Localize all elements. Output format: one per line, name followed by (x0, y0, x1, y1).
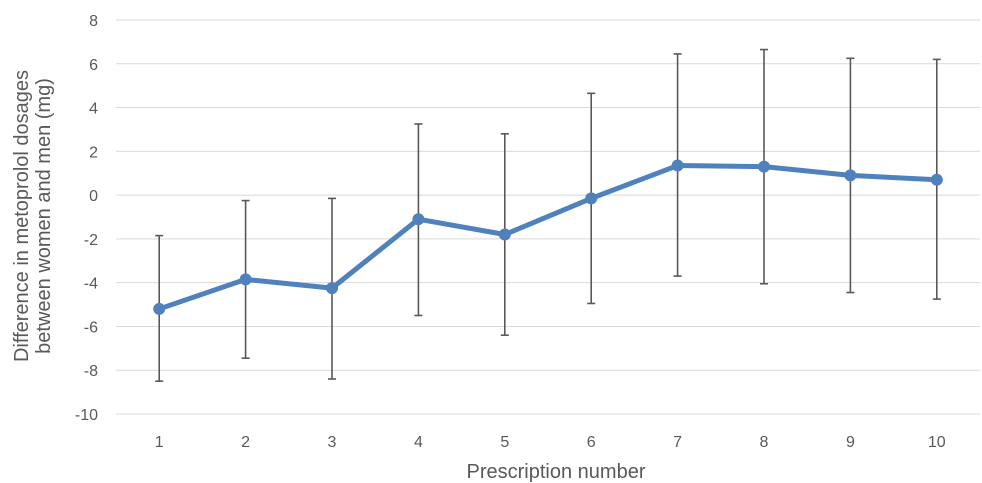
y-tick-label: 2 (89, 144, 98, 161)
data-point (412, 213, 425, 226)
x-tick-label: 3 (328, 434, 337, 451)
y-axis-title-line-1: Difference in metoprolol dosages (11, 70, 33, 362)
y-tick-label: -4 (84, 276, 98, 293)
y-tick-label: -2 (84, 232, 98, 249)
x-tick-label: 2 (241, 434, 250, 451)
data-point (585, 192, 598, 205)
y-tick-label: -8 (84, 363, 98, 380)
data-point (153, 302, 166, 315)
x-tick-label: 1 (155, 434, 164, 451)
data-point (498, 228, 511, 241)
x-tick-label: 6 (587, 434, 596, 451)
data-point (758, 160, 770, 173)
y-tick-label: 6 (89, 57, 98, 74)
x-tick-label: 9 (846, 434, 855, 451)
data-point (671, 159, 684, 172)
y-tick-label: 0 (89, 188, 98, 205)
y-tick-label: -6 (84, 319, 98, 336)
x-tick-label: 8 (760, 434, 769, 451)
x-axis-ticks: 1 2 3 4 5 6 7 8 9 10 (155, 434, 946, 451)
x-tick-label: 4 (414, 434, 423, 451)
x-tick-label: 10 (928, 434, 946, 451)
y-axis-title-line-2: between women and men (mg) (33, 78, 55, 354)
x-axis-title: Prescription number (467, 461, 646, 483)
y-tick-label: 8 (89, 13, 98, 30)
data-point (844, 169, 857, 182)
data-point (239, 273, 252, 286)
y-tick-label: 4 (89, 101, 98, 118)
data-point (326, 282, 338, 295)
series-line (156, 163, 940, 312)
y-axis-title: Difference in metoprolol dosages between… (11, 70, 55, 362)
x-tick-label: 7 (673, 434, 682, 451)
y-axis-ticks: 8 6 4 2 0 -2 -4 -6 -8 -10 (75, 13, 98, 424)
x-tick-label: 5 (500, 434, 509, 451)
data-points (153, 159, 943, 315)
data-point (930, 173, 943, 186)
y-tick-label: -10 (75, 407, 98, 424)
